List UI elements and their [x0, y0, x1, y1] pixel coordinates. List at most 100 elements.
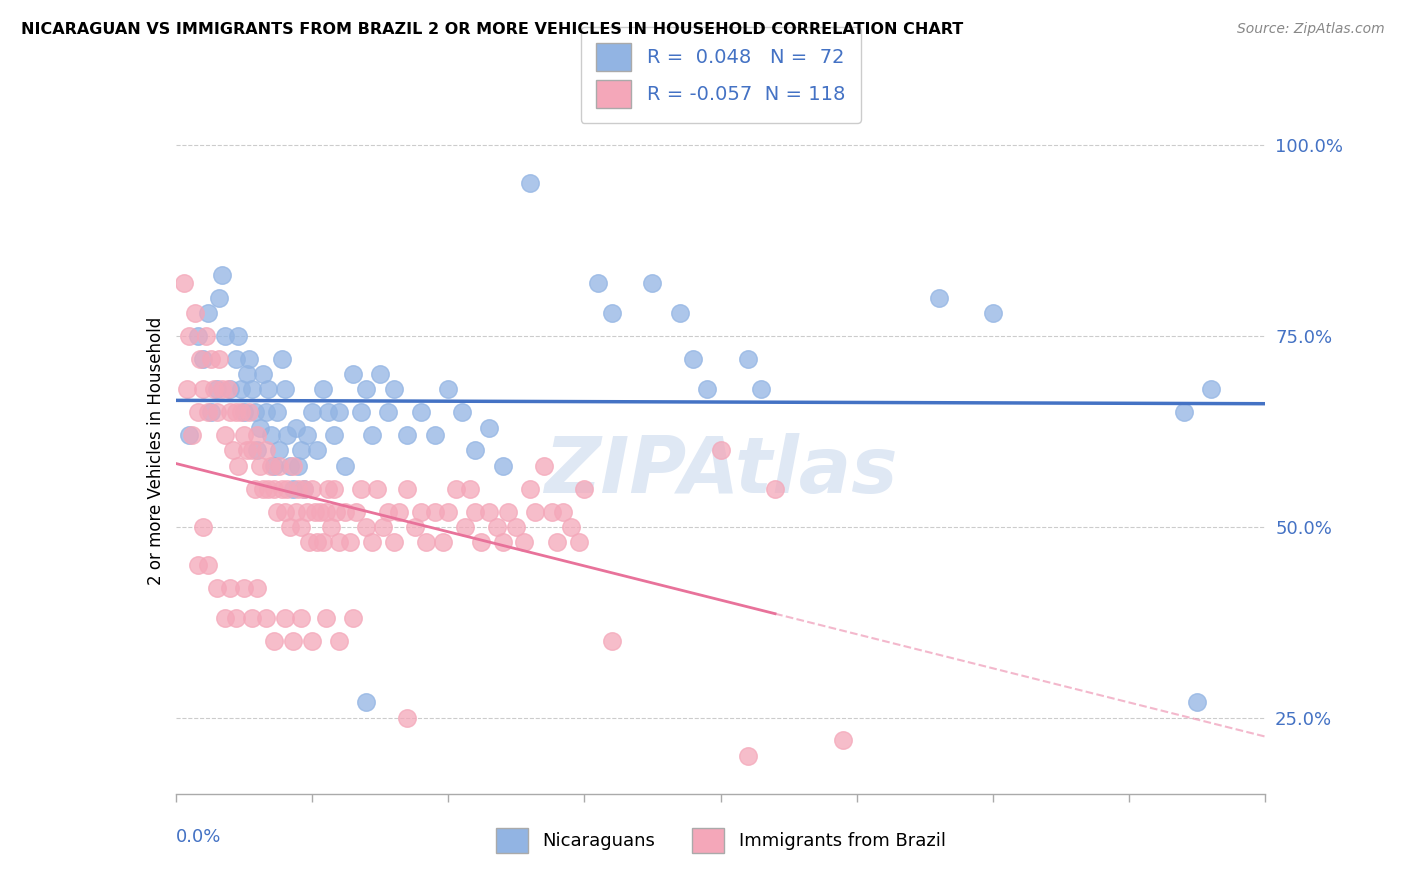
Point — [301, 482, 323, 496]
Point — [600, 306, 623, 320]
Point — [274, 611, 297, 625]
Point — [513, 535, 536, 549]
Point — [478, 420, 501, 434]
Legend: Nicaraguans, Immigrants from Brazil: Nicaraguans, Immigrants from Brazil — [488, 821, 953, 861]
Point — [290, 443, 312, 458]
Point — [228, 329, 250, 343]
Point — [246, 428, 269, 442]
Point — [254, 611, 277, 625]
Point — [295, 504, 318, 518]
Point — [186, 329, 209, 343]
Point — [307, 535, 329, 549]
Point — [371, 520, 394, 534]
Point — [382, 535, 405, 549]
Point — [298, 535, 321, 549]
Point — [211, 383, 233, 397]
Point — [246, 443, 269, 458]
Point — [312, 535, 335, 549]
Point — [322, 482, 344, 496]
Point — [540, 504, 562, 518]
Point — [235, 443, 257, 458]
Point — [263, 458, 285, 473]
Point — [274, 504, 297, 518]
Point — [281, 482, 304, 496]
Point — [269, 458, 291, 473]
Point — [437, 504, 460, 518]
Point — [560, 520, 582, 534]
Point — [492, 458, 515, 473]
Point — [450, 405, 472, 419]
Point — [737, 351, 759, 366]
Point — [304, 504, 326, 518]
Point — [228, 458, 250, 473]
Point — [832, 733, 855, 747]
Point — [319, 520, 342, 534]
Point — [377, 405, 399, 419]
Point — [318, 405, 340, 419]
Point — [318, 482, 340, 496]
Point — [505, 520, 527, 534]
Point — [232, 405, 254, 419]
Point — [437, 383, 460, 397]
Point — [235, 367, 257, 381]
Point — [225, 351, 247, 366]
Point — [301, 634, 323, 648]
Point — [281, 458, 304, 473]
Point — [409, 504, 432, 518]
Point — [217, 383, 239, 397]
Point — [260, 428, 283, 442]
Point — [191, 351, 214, 366]
Text: NICARAGUAN VS IMMIGRANTS FROM BRAZIL 2 OR MORE VEHICLES IN HOUSEHOLD CORRELATION: NICARAGUAN VS IMMIGRANTS FROM BRAZIL 2 O… — [21, 22, 963, 37]
Point — [396, 710, 419, 724]
Point — [546, 535, 568, 549]
Point — [214, 329, 236, 343]
Point — [238, 405, 260, 419]
Point — [492, 535, 515, 549]
Point — [423, 428, 446, 442]
Text: Source: ZipAtlas.com: Source: ZipAtlas.com — [1237, 22, 1385, 37]
Point — [415, 535, 437, 549]
Point — [328, 535, 350, 549]
Point — [240, 383, 263, 397]
Point — [257, 482, 280, 496]
Point — [292, 482, 315, 496]
Point — [356, 520, 378, 534]
Point — [257, 383, 280, 397]
Point — [309, 504, 332, 518]
Point — [486, 520, 509, 534]
Point — [211, 268, 233, 282]
Point — [551, 504, 574, 518]
Point — [252, 482, 274, 496]
Point — [231, 405, 253, 419]
Point — [266, 405, 288, 419]
Point — [641, 276, 664, 290]
Point — [238, 351, 260, 366]
Point — [710, 443, 733, 458]
Point — [1199, 383, 1222, 397]
Point — [276, 482, 298, 496]
Point — [432, 535, 454, 549]
Point — [254, 443, 277, 458]
Point — [315, 504, 337, 518]
Point — [524, 504, 547, 518]
Point — [225, 611, 247, 625]
Point — [269, 443, 291, 458]
Point — [315, 611, 337, 625]
Point — [200, 405, 222, 419]
Point — [219, 383, 242, 397]
Point — [287, 482, 309, 496]
Point — [312, 383, 335, 397]
Point — [284, 420, 307, 434]
Point — [186, 405, 209, 419]
Point — [396, 428, 419, 442]
Point — [214, 611, 236, 625]
Point — [763, 482, 786, 496]
Point — [496, 504, 519, 518]
Point — [423, 504, 446, 518]
Point — [356, 383, 378, 397]
Point — [1173, 405, 1195, 419]
Point — [243, 405, 266, 419]
Point — [232, 581, 254, 595]
Point — [377, 504, 399, 518]
Y-axis label: 2 or more Vehicles in Household: 2 or more Vehicles in Household — [146, 317, 165, 584]
